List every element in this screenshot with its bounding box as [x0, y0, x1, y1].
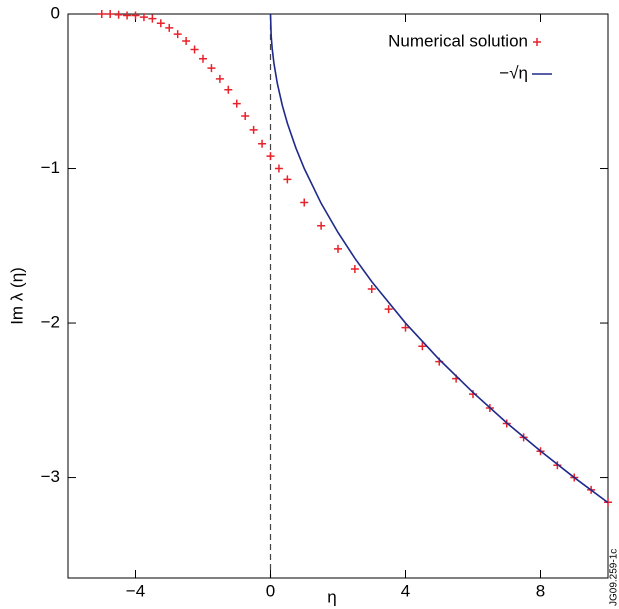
data-point: [156, 19, 165, 28]
data-point: [106, 10, 115, 18]
y-axis-label: Im λ (η): [7, 267, 26, 325]
data-point: [148, 14, 157, 23]
data-point: [384, 305, 393, 314]
data-point: [258, 139, 267, 148]
y-tick-label: −2: [41, 313, 60, 332]
legend-label: −√η: [499, 63, 528, 82]
x-tick-label: 8: [536, 581, 545, 600]
data-point: [139, 13, 148, 22]
y-tick-label: −3: [41, 467, 60, 486]
plot-frame: [67, 13, 609, 579]
x-tick-label: 4: [401, 581, 410, 600]
data-point: [123, 11, 132, 20]
x-axis-label: η: [327, 587, 336, 606]
data-point: [114, 10, 123, 19]
data-point: [131, 11, 140, 20]
data-point: [241, 111, 250, 120]
legend-label: Numerical solution: [388, 31, 528, 50]
data-point: [317, 221, 326, 230]
data-point: [190, 45, 199, 54]
data-point: [199, 54, 207, 63]
data-point: [232, 99, 241, 108]
legend-marker: [533, 38, 541, 46]
data-point: [300, 198, 309, 207]
data-point: [165, 23, 174, 32]
x-tick-label: 0: [266, 581, 275, 600]
data-point: [283, 175, 292, 184]
data-point: [418, 342, 427, 351]
data-point: [401, 323, 410, 332]
data-point: [207, 64, 216, 73]
data-point: [97, 10, 106, 18]
watermark: JG09.259-1c: [609, 549, 619, 606]
data-point: [182, 37, 191, 46]
data-point: [367, 285, 376, 294]
data-point: [274, 164, 283, 173]
x-tick-label: −4: [126, 581, 145, 600]
data-point: [224, 85, 233, 94]
data-point: [266, 152, 275, 161]
data-point: [249, 125, 258, 134]
curve: [269, 13, 609, 504]
data-point: [173, 30, 182, 39]
data-point: [215, 74, 224, 83]
data-point: [334, 244, 342, 253]
data-point: [350, 264, 359, 273]
y-tick-label: 0: [51, 3, 60, 22]
y-tick-label: −1: [41, 158, 60, 177]
